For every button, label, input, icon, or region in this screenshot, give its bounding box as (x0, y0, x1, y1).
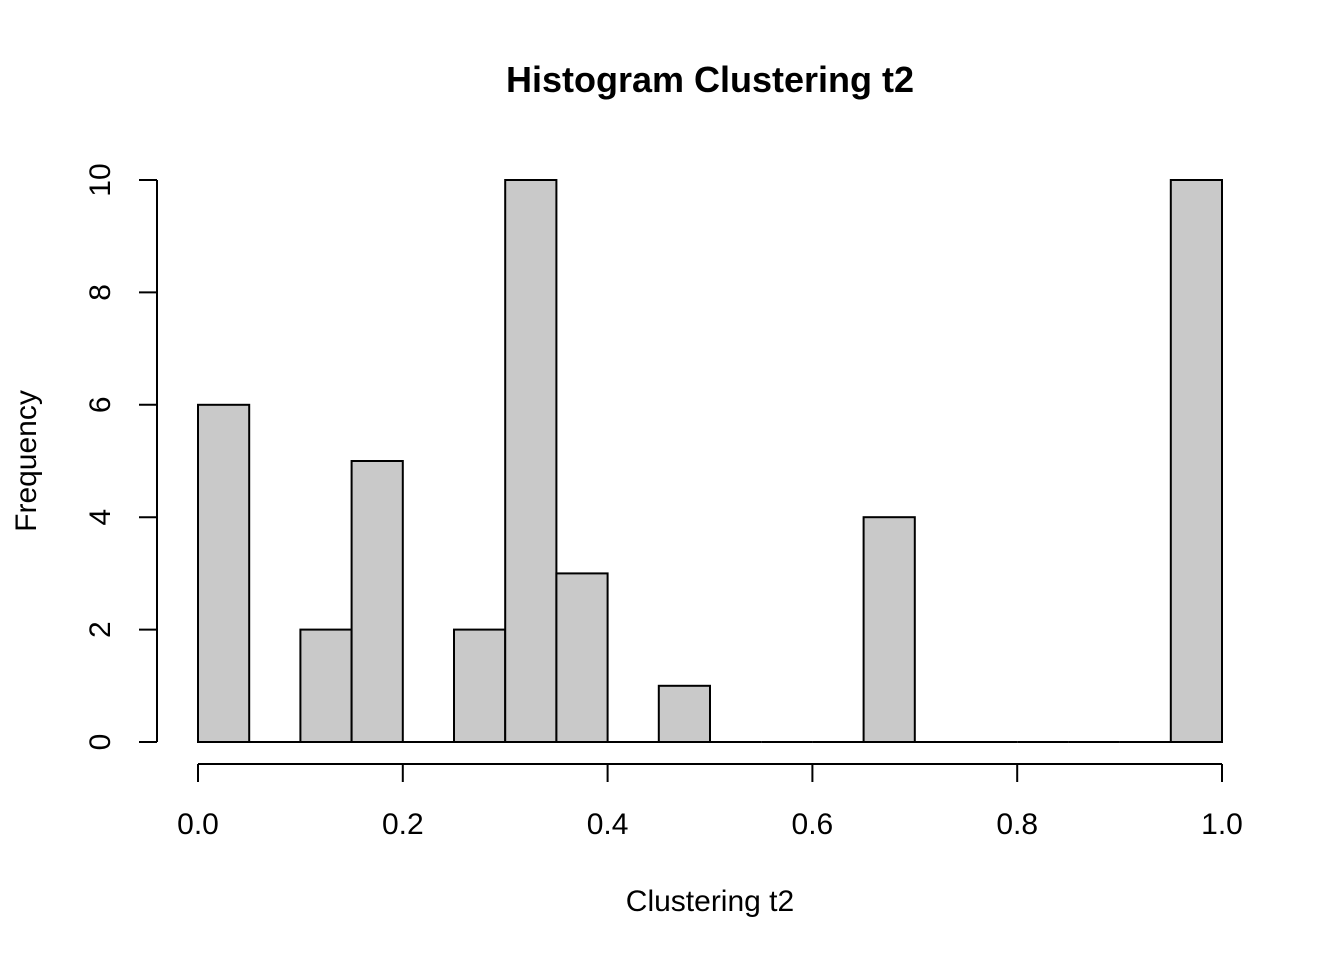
x-tick-label: 0.2 (382, 808, 424, 841)
y-tick-label: 2 (84, 621, 117, 638)
x-tick-label: 1.0 (1201, 808, 1243, 841)
x-axis: 0.0 0.2 0.4 0.6 0.8 1.0 (177, 763, 1243, 841)
histogram-bar (1169, 179, 1224, 743)
x-tick-label: 0.8 (996, 808, 1038, 841)
bars-group (197, 179, 1224, 744)
histogram-bar (657, 684, 711, 743)
y-axis: 0 2 4 6 8 10 (84, 163, 158, 751)
histogram-bar (862, 516, 916, 744)
histogram-bar (299, 628, 353, 743)
x-tick-label: 0.6 (792, 808, 834, 841)
y-tick-label: 0 (84, 734, 117, 751)
histogram-bar (350, 460, 404, 743)
y-tick-label: 10 (84, 163, 117, 196)
histogram-bar (197, 403, 251, 743)
histogram-bar (555, 572, 609, 744)
histogram-bar (504, 179, 558, 743)
y-axis-label: Frequency (10, 390, 43, 532)
x-tick-label: 0.0 (177, 808, 219, 841)
y-tick-label: 8 (84, 284, 117, 301)
y-tick-label: 4 (84, 509, 117, 526)
y-tick-label: 6 (84, 396, 117, 413)
x-tick-label: 0.4 (587, 808, 629, 841)
histogram-bar (453, 628, 507, 743)
x-axis-label: Clustering t2 (626, 885, 794, 918)
chart-title: Histogram Clustering t2 (506, 59, 914, 100)
